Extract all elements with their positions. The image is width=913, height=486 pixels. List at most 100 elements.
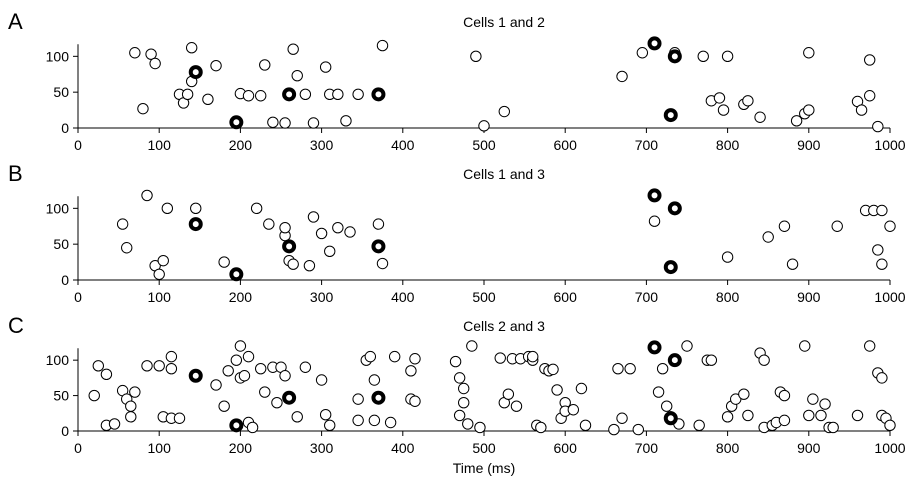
data-point: [778, 389, 791, 402]
data-point: [474, 421, 486, 434]
data-point: [803, 104, 815, 116]
data-point: [222, 365, 234, 377]
highlighted-data-point: [229, 115, 244, 130]
data-point: [141, 189, 153, 202]
data-point: [88, 389, 100, 402]
data-point: [462, 418, 474, 430]
x-tick-label: 0: [74, 289, 82, 305]
highlighted-data-point: [188, 368, 203, 383]
highlighted-data-point: [663, 108, 678, 123]
data-point: [315, 374, 328, 386]
data-point: [705, 354, 718, 366]
data-point: [161, 202, 174, 215]
data-point: [259, 59, 271, 71]
data-point: [409, 353, 421, 365]
data-point: [632, 423, 644, 436]
data-point: [721, 251, 734, 263]
data-point: [884, 419, 896, 432]
x-tick-label: 600: [554, 440, 578, 456]
data-point: [730, 393, 742, 405]
x-tick-label: 600: [554, 289, 578, 305]
data-point: [352, 88, 364, 101]
data-point: [92, 360, 105, 372]
highlighted-data-point: [647, 36, 662, 51]
data-point: [149, 57, 161, 70]
data-point: [721, 411, 734, 423]
data-point: [876, 258, 888, 270]
data-point: [279, 370, 291, 382]
data-point: [713, 92, 726, 104]
data-point: [851, 409, 864, 422]
x-tick-label: 300: [310, 440, 334, 456]
highlighted-data-point: [663, 260, 678, 275]
data-point: [697, 50, 709, 63]
data-point: [185, 42, 198, 54]
highlighted-data-point: [282, 239, 297, 254]
x-tick-label: 700: [635, 440, 659, 456]
data-point: [368, 414, 381, 427]
data-point: [121, 242, 133, 254]
data-point: [807, 393, 819, 405]
panel-letter: B: [8, 161, 23, 186]
highlighted-data-point: [667, 353, 682, 368]
data-point: [242, 90, 255, 102]
x-tick-label: 100: [148, 289, 172, 305]
data-point: [340, 115, 352, 127]
x-tick-label: 500: [472, 137, 496, 153]
data-point: [449, 355, 462, 368]
x-tick-label: 1000: [874, 289, 905, 305]
data-point: [116, 218, 129, 230]
data-point: [579, 419, 592, 432]
highlighted-data-point: [371, 87, 386, 102]
data-point: [238, 370, 251, 382]
y-tick-label: 100: [46, 200, 70, 216]
x-tick-label: 400: [391, 440, 415, 456]
x-tick-label: 500: [472, 289, 496, 305]
y-tick-label: 0: [61, 120, 69, 136]
data-point: [299, 361, 312, 373]
data-point: [287, 258, 299, 270]
highlighted-data-point: [229, 267, 244, 282]
data-point: [125, 400, 137, 412]
data-point: [190, 202, 202, 215]
data-point: [884, 220, 896, 232]
data-point: [153, 268, 165, 280]
data-point: [153, 360, 165, 372]
data-point: [502, 388, 515, 400]
data-point: [100, 368, 113, 381]
x-tick-label: 700: [635, 137, 659, 153]
x-tick-label: 200: [229, 289, 253, 305]
data-point: [242, 350, 255, 363]
data-point: [267, 116, 279, 128]
data-point: [803, 409, 815, 422]
data-point: [819, 398, 831, 410]
data-point: [453, 409, 466, 422]
x-axis-label: Time (ms): [453, 460, 515, 476]
panel-title: Cells 1 and 2: [463, 14, 545, 30]
data-point: [616, 70, 628, 83]
data-point: [799, 340, 811, 352]
data-point: [453, 372, 466, 384]
data-point: [376, 257, 389, 270]
data-point: [250, 202, 263, 215]
data-point: [230, 354, 243, 366]
data-point: [738, 388, 750, 400]
data-point: [458, 382, 470, 395]
data-point: [287, 43, 299, 55]
x-tick-label: 600: [554, 137, 578, 153]
data-point: [137, 102, 149, 115]
highlighted-data-point: [647, 188, 662, 203]
data-point: [409, 395, 421, 407]
data-point: [368, 374, 381, 386]
data-point: [547, 363, 559, 376]
data-point: [575, 382, 588, 395]
x-tick-label: 900: [797, 137, 821, 153]
highlighted-data-point: [667, 201, 682, 216]
data-point: [786, 258, 799, 270]
data-point: [263, 218, 275, 230]
x-tick-label: 1000: [874, 440, 905, 456]
data-point: [307, 117, 320, 129]
x-tick-label: 700: [635, 289, 659, 305]
data-point: [315, 227, 328, 240]
data-point: [876, 204, 888, 217]
